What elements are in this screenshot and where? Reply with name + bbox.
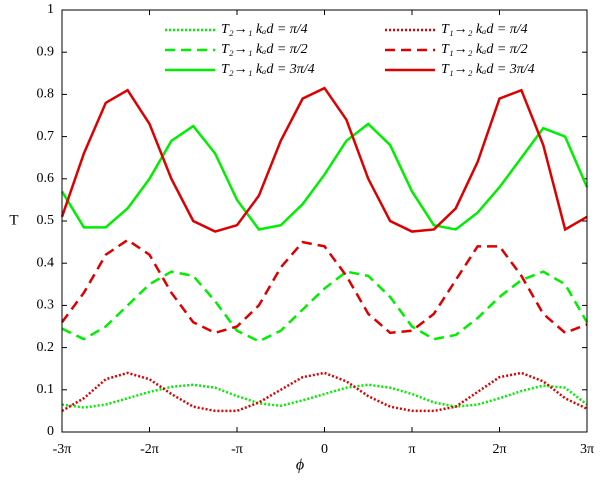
x-tick-label: 3π bbox=[580, 442, 594, 457]
series-line bbox=[60, 122, 589, 231]
x-tick-label: -3π bbox=[53, 442, 72, 457]
series-line bbox=[60, 238, 588, 335]
y-tick-label: 1 bbox=[47, 2, 54, 17]
series-line bbox=[61, 383, 588, 409]
y-tick-label: 0.4 bbox=[37, 255, 55, 270]
legend-label: T₂→₁ kₐd = 3π/4 bbox=[221, 62, 315, 77]
legend-label: T₁→₂ kₐd = 3π/4 bbox=[441, 62, 535, 77]
y-tick-label: 0.2 bbox=[37, 340, 55, 355]
legend-label: T₂→₁ kₐd = π/4 bbox=[221, 22, 308, 37]
series-line bbox=[61, 371, 588, 413]
x-tick-label: -2π bbox=[140, 442, 159, 457]
legend-label: T₁→₂ kₐd = π/4 bbox=[441, 22, 528, 37]
legend-label: T₂→₁ kₐd = π/2 bbox=[221, 42, 308, 57]
y-tick-label: 0 bbox=[47, 424, 54, 439]
x-tick-label: 2π bbox=[492, 442, 506, 457]
y-tick-label: 0.8 bbox=[37, 87, 55, 102]
y-tick-label: 0.6 bbox=[37, 171, 55, 186]
x-tick-label: π bbox=[408, 442, 415, 457]
y-tick-label: 0.5 bbox=[37, 213, 55, 228]
x-tick-label: 0 bbox=[321, 442, 328, 457]
y-tick-label: 0.3 bbox=[37, 298, 55, 313]
series-line bbox=[60, 86, 588, 233]
y-tick-label: 0.9 bbox=[37, 44, 55, 59]
y-tick-label: 0.7 bbox=[37, 129, 55, 144]
y-tick-label: 0.1 bbox=[37, 382, 55, 397]
series-line bbox=[61, 270, 589, 343]
legend-label: T₁→₂ kₐd = π/2 bbox=[441, 42, 528, 57]
plot-frame bbox=[61, 9, 588, 433]
y-axis-label: T bbox=[9, 212, 18, 228]
x-axis-label: ϕ bbox=[296, 457, 304, 474]
x-tick-label: -π bbox=[231, 442, 243, 457]
